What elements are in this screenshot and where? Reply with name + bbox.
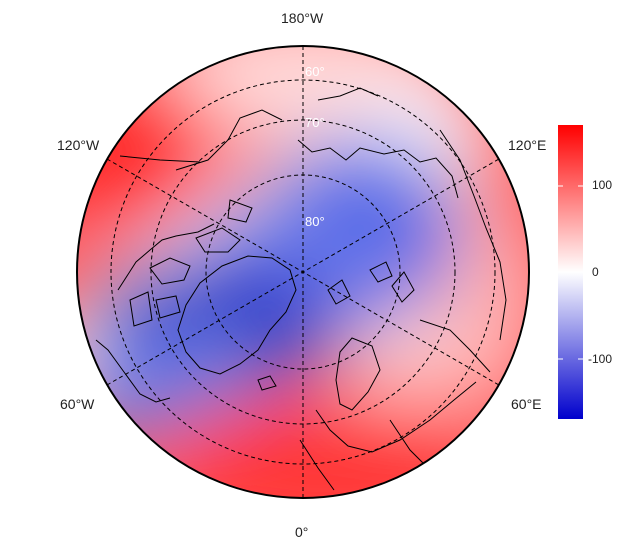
lat-circle-60	[110, 79, 496, 465]
colorbar-tick-minus-100: -100	[588, 352, 613, 366]
lon-label-120e: 120°E	[508, 137, 547, 153]
graticule	[106, 46, 500, 498]
lon-label-60w: 60°W	[60, 396, 95, 412]
colorbar-tick-100: 100	[592, 178, 613, 192]
map-boundary	[76, 45, 530, 499]
lat-label-70: 70°	[305, 115, 325, 130]
meridian-60w-120e	[106, 158, 500, 386]
lat-label-80: 80°	[305, 214, 325, 229]
colorbar-tick-0: 0	[592, 265, 599, 279]
coastlines	[95, 87, 507, 491]
lon-label-0: 0°	[295, 524, 309, 540]
lat-label-60: 60°	[305, 64, 325, 79]
colorbar-tick-marks	[558, 185, 583, 360]
lon-label-180w: 180°W	[281, 10, 324, 26]
lon-label-60e: 60°E	[511, 396, 542, 412]
anomaly-field	[77, 46, 529, 498]
lon-label-120w: 120°W	[57, 137, 100, 153]
